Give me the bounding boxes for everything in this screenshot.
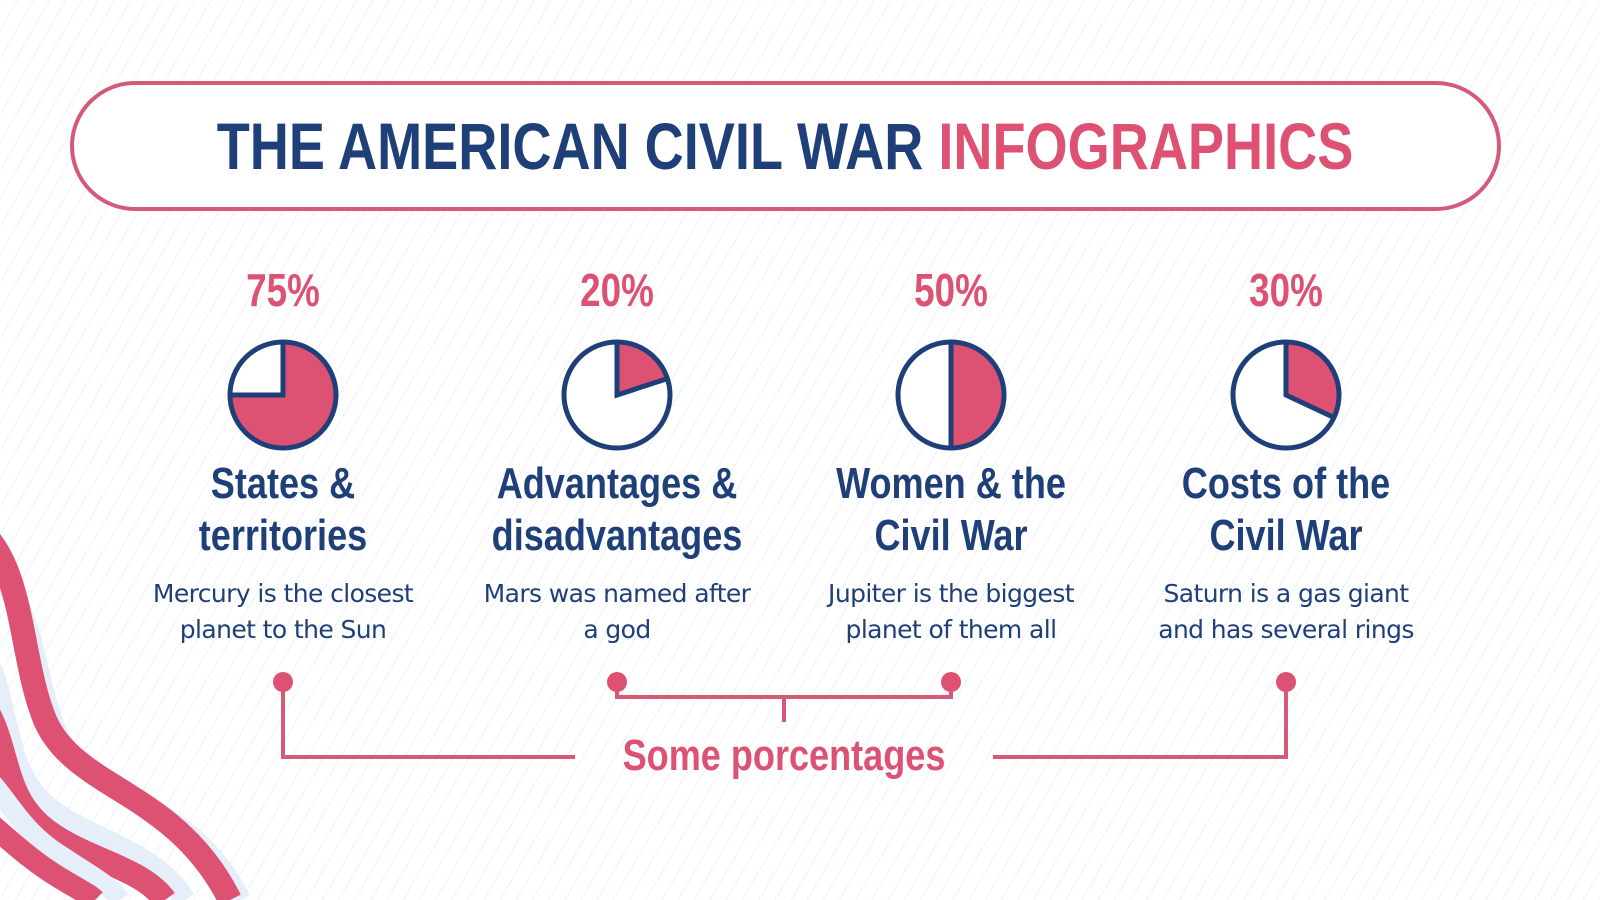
connector-dot [1276, 672, 1296, 692]
pie-chart-icon [1230, 339, 1342, 451]
decorative-waves [0, 534, 250, 900]
item-description: Mars was named after a god [483, 579, 751, 644]
footer-label: Some porcentages [622, 731, 946, 780]
stat-item-states-territories: 75% States & territories Mercury is the … [118, 262, 448, 648]
item-title: States & territories [198, 459, 368, 560]
stat-item-women: 50% Women & the Civil War Jupiter is the… [786, 262, 1116, 648]
title-banner: THE AMERICAN CIVIL WAR INFOGRAPHICS [70, 81, 1501, 211]
percent-value: 75% [246, 264, 320, 316]
percent-value: 20% [580, 264, 654, 316]
stat-item-costs: 30% Costs of the Civil War Saturn is a g… [1121, 262, 1451, 648]
item-title: Costs of the Civil War [1181, 459, 1391, 560]
item-description: Mercury is the closest planet to the Sun [152, 579, 414, 644]
percent-value: 50% [914, 264, 988, 316]
title-accent: INFOGRAPHICS [938, 109, 1354, 183]
connector-dot [273, 672, 293, 692]
page-title: THE AMERICAN CIVIL WAR INFOGRAPHICS [217, 113, 1354, 179]
stat-item-advantages: 20% Advantages & disadvantages Mars was … [452, 262, 782, 648]
item-title: Advantages & disadvantages [491, 459, 743, 560]
item-description: Jupiter is the biggest planet of them al… [828, 579, 1075, 644]
item-description: Saturn is a gas giant and has several ri… [1158, 579, 1414, 644]
item-title: Women & the Civil War [836, 459, 1066, 560]
title-main: THE AMERICAN CIVIL WAR [217, 109, 924, 183]
pie-chart-icon [227, 339, 339, 451]
connector-dot [607, 672, 627, 692]
connector-dot [941, 672, 961, 692]
pie-chart-icon [561, 339, 673, 451]
pie-chart-icon [895, 339, 1007, 451]
percent-value: 30% [1249, 264, 1323, 316]
